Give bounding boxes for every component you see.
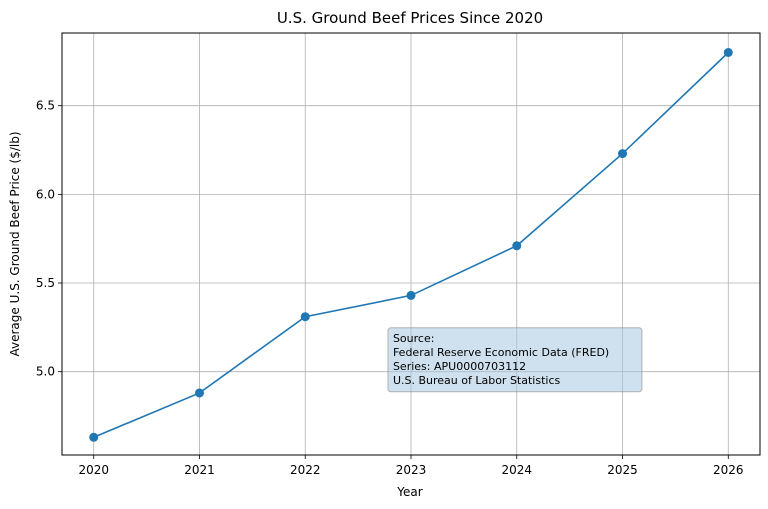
x-axis-label: Year <box>396 485 422 499</box>
source-annotation-line: Series: APU0000703112 <box>393 360 526 373</box>
y-tick-label: 5.0 <box>36 365 55 379</box>
source-annotation-line: U.S. Bureau of Labor Statistics <box>393 374 561 387</box>
x-tick-label: 2021 <box>184 463 215 477</box>
x-tick-label: 2020 <box>78 463 109 477</box>
x-axis-ticks: 2020 2021 2022 2023 2024 2025 2026 <box>78 455 744 477</box>
chart-title: U.S. Ground Beef Prices Since 2020 <box>277 9 543 27</box>
data-point <box>194 388 204 398</box>
y-tick-label: 6.5 <box>36 99 55 113</box>
x-tick-label: 2025 <box>607 463 638 477</box>
source-annotation: Source: Federal Reserve Economic Data (F… <box>387 327 643 393</box>
data-point <box>300 312 310 322</box>
data-point <box>406 290 416 300</box>
source-annotation-box <box>387 327 643 393</box>
data-point <box>512 241 522 251</box>
y-axis-label: Average U.S. Ground Beef Price ($/lb) <box>8 131 22 356</box>
x-tick-label: 2022 <box>290 463 321 477</box>
y-axis-ticks: 5.0 5.5 6.0 6.5 <box>36 99 62 379</box>
y-tick-label: 6.0 <box>36 187 55 201</box>
x-tick-label: 2023 <box>396 463 427 477</box>
price-series-points <box>89 48 733 442</box>
source-annotation-line: Source: <box>393 332 435 345</box>
data-point <box>618 149 628 159</box>
grid-lines-y <box>62 105 760 373</box>
source-annotation-line: Federal Reserve Economic Data (FRED) <box>393 346 609 359</box>
data-point <box>89 432 99 442</box>
data-point <box>723 48 733 58</box>
y-tick-label: 5.5 <box>36 276 55 290</box>
x-tick-label: 2026 <box>713 463 744 477</box>
x-tick-label: 2024 <box>501 463 532 477</box>
